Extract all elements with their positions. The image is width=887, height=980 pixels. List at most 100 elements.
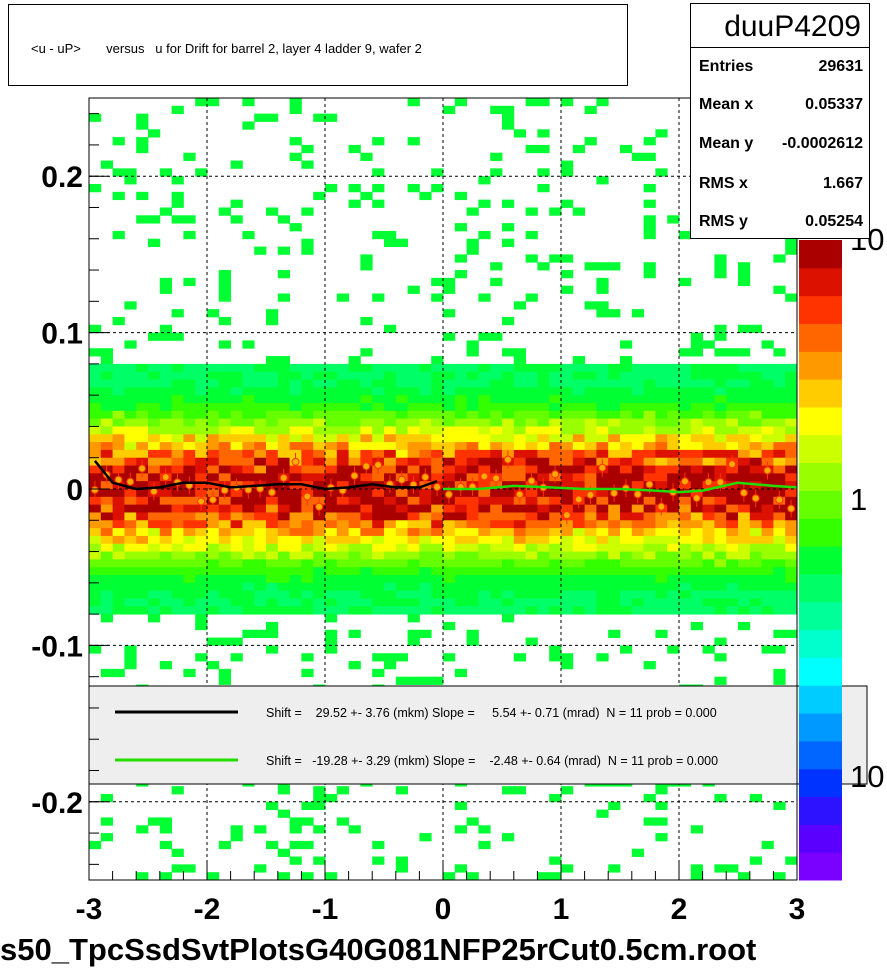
heatmap-cell (608, 387, 621, 396)
heatmap-cell (431, 379, 444, 388)
palette-label: 1 (850, 482, 867, 517)
heatmap-cell (631, 395, 644, 404)
heatmap-cell (785, 246, 798, 255)
heatmap-cell (218, 582, 231, 592)
heatmap-cell (313, 559, 326, 568)
heatmap-cell (525, 528, 538, 537)
heatmap-cell (372, 606, 385, 615)
heatmap-cell (112, 168, 125, 177)
heatmap-cell (301, 598, 314, 607)
heatmap-cell (242, 418, 255, 427)
heatmap-cell (254, 528, 267, 537)
heatmap-cell (313, 442, 326, 451)
heatmap-cell (136, 528, 149, 537)
heatmap-cell (749, 418, 762, 427)
heatmap-cell (407, 535, 420, 545)
heatmap-cell (490, 535, 503, 545)
profile-point (480, 472, 489, 481)
heatmap-cell (679, 496, 692, 506)
heatmap-cell (112, 137, 125, 146)
heatmap-cell (407, 442, 420, 451)
heatmap-cell (454, 465, 467, 474)
heatmap-cell (466, 559, 479, 568)
heatmap-cell (313, 387, 326, 396)
heatmap-cell (502, 199, 515, 208)
heatmap-cell (690, 520, 703, 529)
heatmap-cell (667, 543, 680, 552)
heatmap-cell (124, 418, 137, 427)
heatmap-cell (384, 520, 397, 529)
heatmap-cell (384, 559, 397, 568)
heatmap-cell (679, 410, 692, 420)
heatmap-cell (431, 676, 444, 685)
heatmap-cell (502, 833, 515, 842)
heatmap-cell (690, 465, 703, 474)
heatmap-cell (124, 465, 137, 474)
heatmap-cell (738, 277, 751, 287)
heatmap-cell (549, 426, 562, 435)
heatmap-cell (100, 481, 113, 490)
heatmap-cell (738, 598, 751, 607)
heatmap-cell (136, 496, 149, 506)
stat-label: RMS x (699, 175, 748, 192)
heatmap-cell (537, 418, 550, 427)
heatmap-cell (726, 489, 739, 498)
heatmap-cell (277, 575, 290, 584)
heatmap-cell (218, 457, 231, 466)
heatmap-cell (407, 402, 420, 412)
heatmap-cell (195, 449, 208, 459)
heatmap-cell (561, 606, 574, 615)
heatmap-cell (785, 293, 798, 302)
heatmap-cell (159, 363, 172, 373)
heatmap-cell (761, 371, 774, 380)
heatmap-cell (183, 395, 196, 404)
heatmap-cell (502, 473, 515, 482)
x-tick-label: -1 (312, 893, 339, 926)
heatmap-cell (761, 535, 774, 545)
heatmap-cell (466, 434, 479, 443)
heatmap-cell (490, 262, 503, 271)
heatmap-cell (655, 465, 668, 474)
heatmap-cell (596, 395, 609, 404)
heatmap-cell (360, 152, 373, 161)
heatmap-cell (348, 559, 361, 568)
heatmap-cell (561, 582, 574, 592)
heatmap-cell (785, 410, 798, 420)
heatmap-cell (395, 598, 408, 607)
heatmap-cell (773, 645, 786, 654)
heatmap-cell (502, 504, 515, 513)
heatmap-cell (584, 363, 597, 373)
heatmap-cell (596, 387, 609, 396)
heatmap-cell (218, 840, 231, 850)
heatmap-cell (443, 528, 456, 537)
heatmap-cell (419, 426, 432, 435)
heatmap-cell (289, 371, 302, 380)
stats-box: duuP4209 Entries 29631 Mean x 0.05337 Me… (690, 3, 870, 239)
heatmap-cell (325, 426, 338, 435)
heatmap-cell (218, 637, 231, 646)
heatmap-cell (643, 817, 656, 826)
heatmap-cell (89, 582, 102, 592)
heatmap-cell (348, 449, 361, 459)
heatmap-cell (667, 442, 680, 451)
heatmap-cell (443, 410, 456, 420)
heatmap-cell (100, 606, 113, 615)
heatmap-cell (561, 160, 574, 169)
heatmap-cell (466, 410, 479, 420)
heatmap-cell (596, 262, 609, 271)
heatmap-cell (584, 434, 597, 443)
heatmap-cell (360, 590, 373, 599)
heatmap-cell (773, 410, 786, 420)
heatmap-cell (749, 434, 762, 443)
heatmap-cell (702, 371, 715, 380)
heatmap-cell (454, 457, 467, 466)
heatmap-cell (667, 426, 680, 435)
heatmap-cell (218, 371, 231, 380)
heatmap-cell (277, 442, 290, 451)
heatmap-cell (596, 606, 609, 615)
heatmap-cell (608, 582, 621, 592)
heatmap-cell (584, 426, 597, 435)
heatmap-cell (136, 410, 149, 420)
heatmap-cell (749, 465, 762, 474)
heatmap-cell (277, 606, 290, 615)
